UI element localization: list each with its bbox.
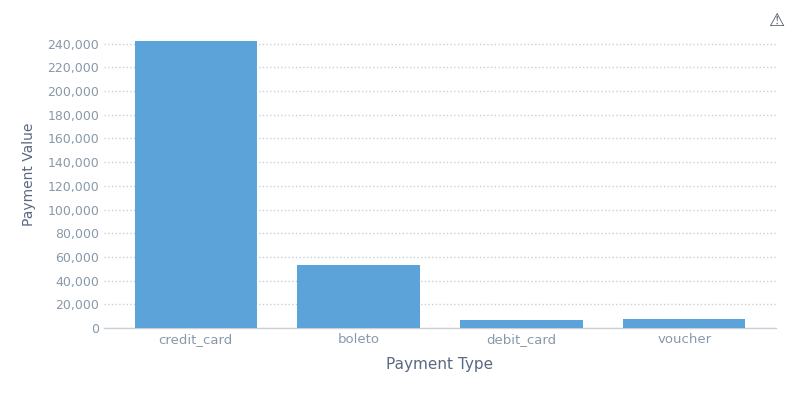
Bar (460, 320, 582, 328)
Bar (623, 319, 746, 328)
X-axis label: Payment Type: Payment Type (386, 357, 494, 372)
Text: ⚠: ⚠ (768, 12, 784, 30)
Y-axis label: Payment Value: Payment Value (22, 122, 36, 226)
Bar (134, 41, 257, 328)
Bar (298, 265, 420, 328)
